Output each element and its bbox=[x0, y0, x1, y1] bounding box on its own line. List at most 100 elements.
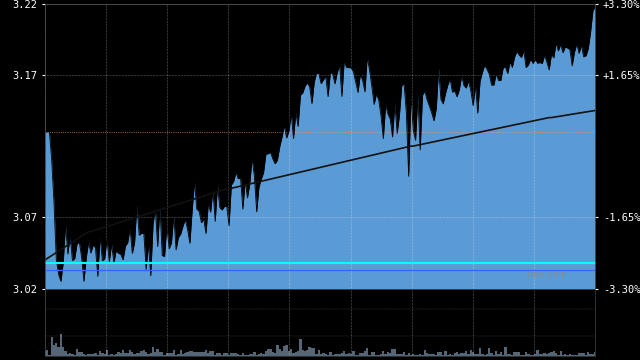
Bar bbox=[288, 351, 290, 356]
Bar bbox=[228, 355, 230, 356]
Bar bbox=[440, 352, 442, 356]
Bar bbox=[117, 352, 120, 356]
Bar bbox=[380, 354, 382, 356]
Bar bbox=[546, 354, 548, 356]
Bar bbox=[470, 350, 472, 356]
Bar bbox=[382, 351, 385, 356]
Bar bbox=[177, 354, 180, 356]
Bar bbox=[559, 351, 562, 356]
Bar bbox=[143, 350, 145, 356]
Bar bbox=[193, 352, 196, 356]
Bar bbox=[534, 354, 536, 356]
Bar bbox=[168, 353, 170, 356]
Bar bbox=[575, 355, 578, 356]
Bar bbox=[104, 354, 106, 356]
Bar bbox=[343, 351, 346, 356]
Bar bbox=[124, 353, 127, 356]
Bar bbox=[359, 353, 362, 356]
Bar bbox=[136, 353, 138, 356]
Bar bbox=[274, 352, 276, 356]
Bar bbox=[580, 354, 582, 356]
Bar bbox=[594, 352, 596, 356]
Bar bbox=[311, 348, 313, 356]
Bar bbox=[60, 334, 62, 356]
Bar bbox=[111, 354, 113, 356]
Bar bbox=[304, 351, 306, 356]
Bar bbox=[221, 355, 223, 356]
Bar bbox=[301, 350, 304, 356]
Bar bbox=[271, 352, 274, 356]
Bar bbox=[313, 348, 316, 356]
Bar bbox=[198, 352, 200, 356]
Bar bbox=[115, 354, 117, 356]
Bar bbox=[157, 348, 159, 356]
Bar bbox=[474, 354, 477, 356]
Bar bbox=[306, 350, 308, 356]
Bar bbox=[65, 351, 67, 356]
Bar bbox=[364, 351, 366, 356]
Bar bbox=[460, 353, 463, 356]
Bar bbox=[578, 353, 580, 356]
Bar bbox=[378, 355, 380, 356]
Bar bbox=[329, 352, 332, 356]
Bar bbox=[504, 347, 506, 356]
Bar bbox=[255, 355, 258, 356]
Bar bbox=[147, 354, 150, 356]
Bar bbox=[401, 354, 403, 356]
Bar bbox=[403, 352, 405, 356]
Bar bbox=[396, 354, 398, 356]
Bar bbox=[154, 352, 157, 356]
Bar bbox=[51, 337, 53, 356]
Bar bbox=[253, 352, 255, 356]
Bar bbox=[456, 352, 458, 356]
Bar bbox=[357, 355, 359, 356]
Bar bbox=[451, 355, 454, 356]
Bar bbox=[163, 355, 166, 356]
Bar bbox=[373, 352, 375, 356]
Bar bbox=[488, 348, 490, 356]
Bar bbox=[424, 350, 426, 356]
Bar bbox=[433, 354, 435, 356]
Bar bbox=[202, 352, 205, 356]
Bar bbox=[465, 351, 467, 356]
Bar bbox=[223, 353, 225, 356]
Bar bbox=[323, 354, 324, 356]
Bar bbox=[571, 355, 573, 356]
Bar bbox=[62, 347, 65, 356]
Bar bbox=[481, 354, 483, 356]
Bar bbox=[108, 355, 111, 356]
Bar bbox=[408, 353, 410, 356]
Bar bbox=[285, 345, 288, 356]
Bar bbox=[479, 348, 481, 356]
Bar bbox=[509, 355, 511, 356]
Bar bbox=[366, 348, 369, 356]
Bar bbox=[518, 352, 520, 356]
Bar bbox=[527, 354, 529, 356]
Bar bbox=[297, 351, 300, 356]
Bar bbox=[244, 355, 246, 356]
Bar bbox=[550, 352, 552, 356]
Bar bbox=[421, 355, 424, 356]
Bar bbox=[85, 355, 88, 356]
Bar bbox=[46, 350, 48, 356]
Bar bbox=[294, 352, 297, 356]
Bar bbox=[97, 355, 99, 356]
Bar bbox=[170, 353, 173, 356]
Bar bbox=[324, 354, 327, 356]
Bar bbox=[500, 352, 502, 356]
Bar bbox=[265, 351, 267, 356]
Bar bbox=[83, 354, 85, 356]
Bar bbox=[166, 353, 168, 356]
Bar bbox=[235, 354, 237, 356]
Bar bbox=[442, 355, 444, 356]
Bar bbox=[106, 350, 108, 356]
Bar bbox=[334, 354, 336, 356]
Bar bbox=[44, 351, 46, 356]
Bar bbox=[463, 354, 465, 356]
Bar bbox=[449, 354, 451, 356]
Bar bbox=[525, 352, 527, 356]
Bar bbox=[548, 352, 550, 356]
Bar bbox=[467, 355, 470, 356]
Bar bbox=[113, 355, 115, 356]
Bar bbox=[269, 349, 271, 356]
